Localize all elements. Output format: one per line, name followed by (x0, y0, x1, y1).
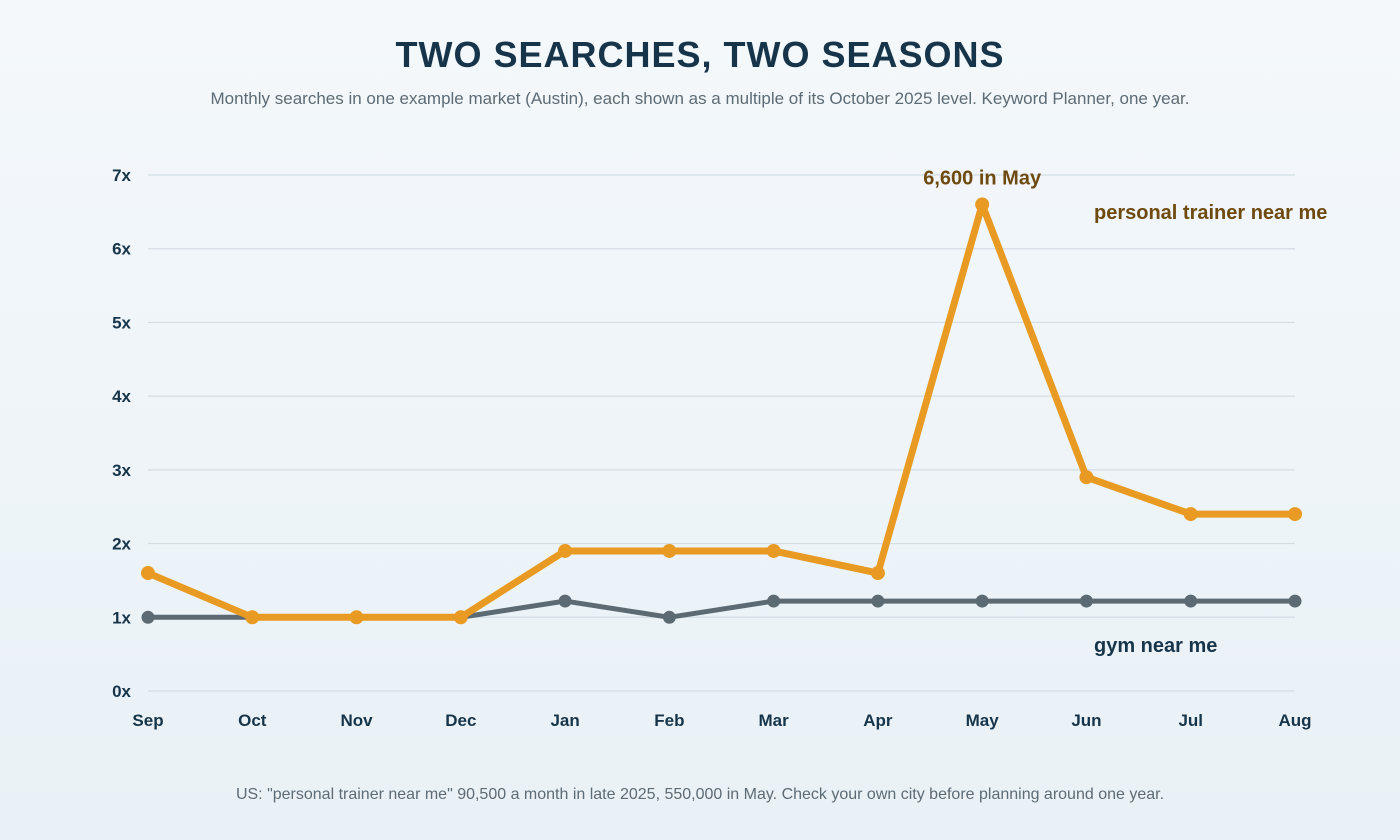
data-point-personal-trainer (1183, 507, 1198, 522)
chart-title: TWO SEARCHES, TWO SEASONS (395, 34, 1005, 75)
y-tick-label: 3x (112, 461, 131, 480)
data-point-gym (662, 610, 676, 624)
x-tick-label: Jun (1071, 711, 1101, 730)
data-point-personal-trainer (453, 610, 468, 625)
data-point-personal-trainer (558, 543, 573, 558)
data-point-gym (141, 610, 155, 624)
data-point-gym (1184, 594, 1198, 608)
chart-subtitle: Monthly searches in one example market (… (210, 89, 1190, 108)
x-tick-label: Jan (550, 711, 579, 730)
x-tick-label: Jul (1178, 711, 1203, 730)
series-label-personal-trainer: personal trainer near me (1094, 202, 1327, 224)
series-label-gym: gym near me (1094, 635, 1217, 657)
y-tick-label: 2x (112, 535, 131, 554)
series-personal-trainer (141, 197, 1302, 625)
data-point-personal-trainer (1288, 507, 1302, 522)
y-tick-label: 7x (112, 166, 131, 185)
data-point-gym (558, 594, 572, 608)
x-tick-label: Mar (759, 711, 790, 730)
data-point-personal-trainer (349, 610, 364, 625)
series-line-personal-trainer (144, 200, 1299, 621)
data-point-gym (767, 594, 781, 608)
x-tick-label: Nov (340, 711, 373, 730)
data-point-gym (871, 594, 885, 608)
y-tick-label: 1x (112, 608, 131, 627)
y-axis-tick-labels: 0x 1x 2x 3x 4x 5x 6x 7x (112, 166, 131, 701)
data-point-gym (1079, 594, 1093, 608)
y-tick-label: 4x (112, 387, 131, 406)
x-tick-label: Aug (1278, 711, 1311, 730)
data-point-personal-trainer (870, 566, 885, 581)
x-tick-label: Apr (863, 711, 893, 730)
footnote: US: "personal trainer near me" 90,500 a … (235, 786, 1165, 803)
x-axis-tick-labels: Sep Oct Nov Dec Jan Feb Mar Apr May Jun Jul Aug (132, 711, 1311, 730)
y-tick-label: 0x (112, 682, 131, 701)
grid-lines (148, 174, 1295, 692)
x-tick-label: Sep (132, 711, 163, 730)
data-point-gym (1288, 594, 1302, 608)
data-point-personal-trainer (245, 610, 260, 625)
data-point-personal-trainer (141, 566, 155, 581)
data-point-gym (975, 594, 989, 608)
x-tick-label: Oct (238, 711, 267, 730)
y-tick-label: 6x (112, 240, 131, 259)
peak-annotation: 6,600 in May (923, 167, 1042, 189)
data-point-personal-trainer (975, 197, 990, 212)
data-point-personal-trainer (766, 543, 781, 558)
x-tick-label: Dec (445, 711, 476, 730)
x-tick-label: May (966, 711, 1000, 730)
data-point-personal-trainer (1079, 470, 1094, 485)
data-point-personal-trainer (662, 543, 677, 558)
series-lines (141, 197, 1302, 625)
series-labels: personal trainer near me gym near me 6,600… (923, 167, 1327, 657)
y-tick-label: 5x (112, 313, 131, 332)
x-tick-label: Feb (654, 711, 684, 730)
